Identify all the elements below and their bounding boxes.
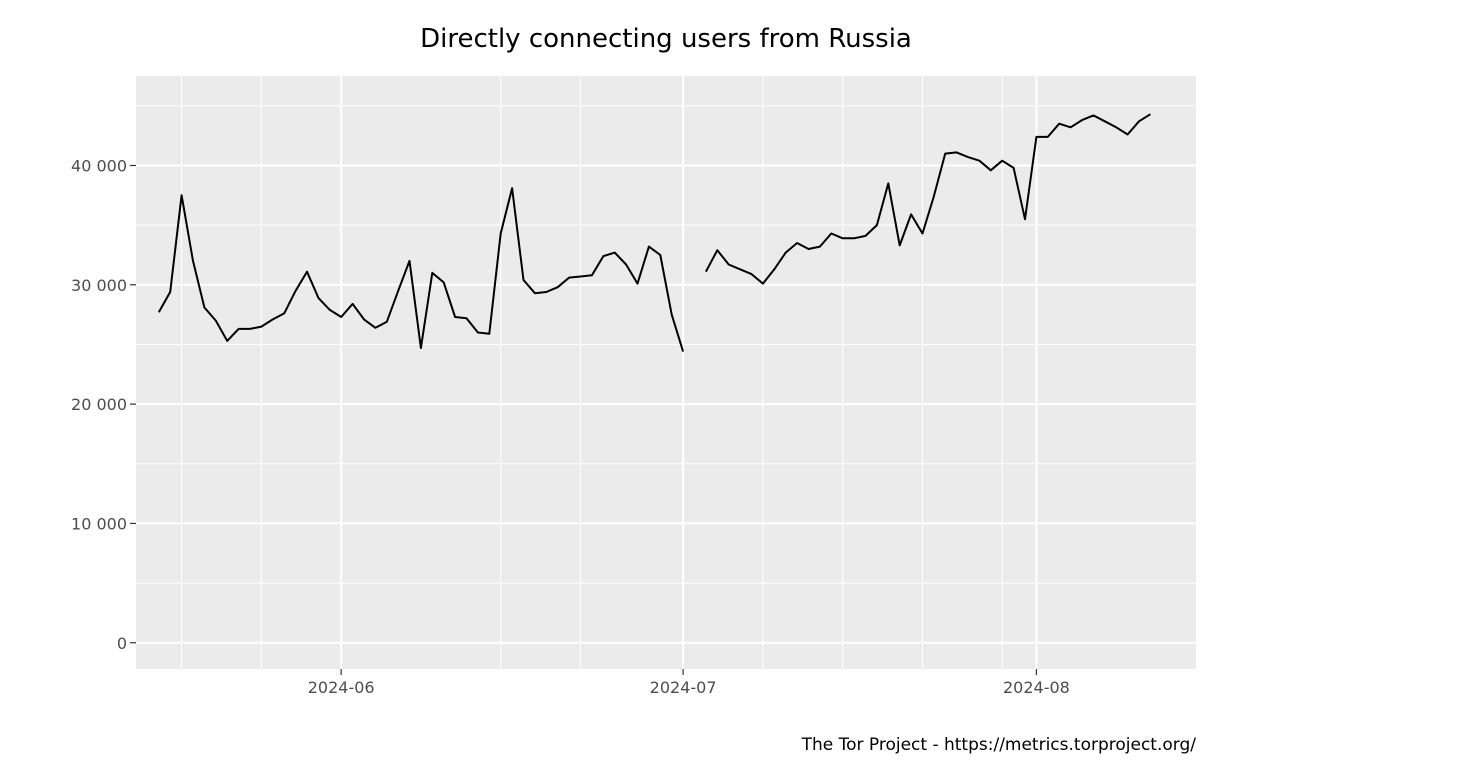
x-tick-label: 2024-06	[308, 678, 375, 697]
chart-caption: The Tor Project - https://metrics.torpro…	[801, 735, 1197, 755]
series-line	[705, 113, 1151, 285]
x-tick-label: 2024-07	[650, 678, 717, 697]
x-axis: 2024-06 2024-07 2024-08	[308, 669, 1070, 697]
chart-title: Directly connecting users from Russia	[420, 24, 912, 54]
x-tick-label: 2024-08	[1003, 678, 1070, 697]
plot-panel	[136, 76, 1196, 669]
series-line	[157, 187, 685, 352]
y-tick-label: 0	[117, 634, 127, 653]
y-tick-label: 10 000	[71, 514, 127, 533]
y-axis: 0 10 000 20 000 30 000 40 000	[71, 156, 136, 653]
major-gridlines	[136, 76, 1196, 669]
minor-gridlines	[136, 76, 1196, 669]
data-series	[157, 113, 1151, 352]
y-tick-label: 40 000	[71, 156, 127, 175]
y-tick-label: 30 000	[71, 276, 127, 295]
y-tick-label: 20 000	[71, 395, 127, 414]
series-2	[705, 113, 1151, 285]
series-1	[157, 187, 685, 352]
